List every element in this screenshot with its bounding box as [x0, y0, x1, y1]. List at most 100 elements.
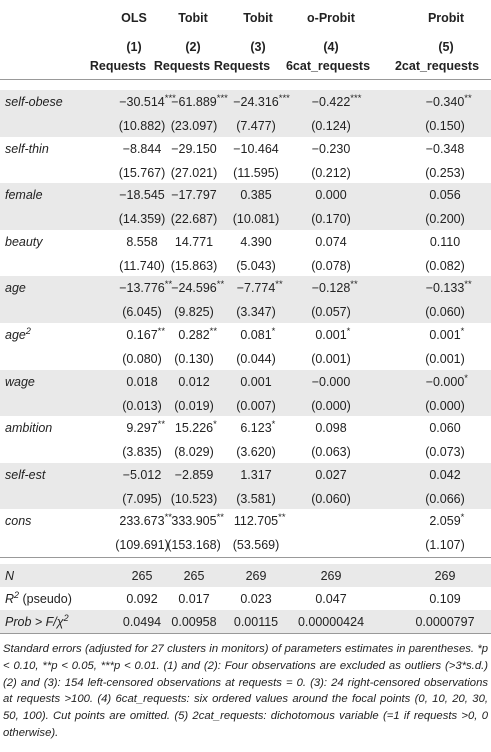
cell: (0.013): [122, 398, 162, 414]
cell: (0.200): [425, 211, 465, 227]
cell-text: (0.080): [122, 352, 162, 366]
cell-text: (7.477): [236, 119, 276, 133]
cell: (0.073): [425, 444, 465, 460]
coefficient: −13.776: [119, 281, 165, 296]
cell-text: (10.882): [118, 119, 166, 133]
cell-text: (5.043): [236, 258, 276, 273]
row-shade: [0, 276, 491, 323]
label-text: cons: [5, 514, 32, 529]
cell: 269: [246, 568, 267, 584]
significance-stars: ***: [164, 93, 176, 104]
row-shade: [0, 564, 491, 587]
cell-text: (0.063): [311, 445, 351, 460]
cell: (153.168): [167, 537, 221, 553]
header-cell: Probit: [428, 10, 464, 26]
significance-stars: **: [275, 279, 283, 291]
cell: 0.167 **: [126, 326, 165, 343]
label-text: wage: [5, 374, 35, 389]
cell: (3.347): [236, 304, 276, 320]
coefficient: −7.774: [236, 281, 276, 296]
coefficient: −24.316: [233, 95, 279, 109]
header-cell: 2cat_requests: [395, 58, 479, 74]
cell-text: −10.464: [233, 141, 279, 156]
cell-text: 0.017: [178, 591, 210, 606]
cell: (22.687): [171, 211, 218, 227]
cell: 0.056: [429, 187, 460, 203]
cell-text: 8.558: [126, 234, 158, 249]
cell: −0.340 **: [426, 93, 472, 110]
cell: 0.017: [178, 591, 209, 607]
cell-text: 0.027: [315, 467, 347, 482]
cell: 0.001 *: [315, 326, 350, 343]
cell: −5.012: [123, 467, 162, 483]
cell: (0.066): [425, 491, 465, 507]
row-label: ambition: [5, 420, 52, 436]
cell-text: 1.317: [240, 467, 272, 482]
label-text: self-obese: [5, 95, 63, 109]
cell-text: (0.130): [174, 352, 214, 366]
cell: (7.477): [236, 118, 276, 134]
row-shade: [0, 90, 491, 137]
cell: (23.097): [171, 118, 218, 134]
cell: 0.001: [240, 374, 271, 390]
cell: −29.150: [171, 141, 217, 157]
label-text: Prob > F/χ: [5, 614, 64, 629]
cell: (9.825): [174, 304, 214, 320]
cell-text: 0.0000797: [415, 614, 475, 629]
cell: 0.00958: [171, 614, 216, 630]
cell-text: (0.000): [425, 398, 465, 413]
cell: 0.00000424: [298, 614, 364, 630]
cell: 14.771: [175, 234, 213, 250]
cell: (15.863): [171, 258, 218, 274]
header-text: (5): [438, 40, 454, 54]
label-text: N: [5, 568, 15, 583]
cell: 0.012: [178, 374, 209, 390]
cell-text: (23.097): [170, 119, 218, 133]
cell-text: −29.150: [171, 141, 217, 156]
cell-text: (3.581): [236, 491, 276, 506]
cell: (8.029): [174, 444, 214, 460]
cell: (3.620): [236, 444, 276, 460]
rule: [0, 633, 491, 634]
cell: 0.0494: [123, 614, 161, 630]
cell-text: 265: [183, 568, 205, 583]
row-label: age2: [5, 326, 31, 343]
cell-text: (109.691): [115, 538, 169, 553]
cell-text: (0.150): [425, 119, 465, 133]
cell: (0.082): [425, 258, 465, 274]
cell: (10.523): [171, 491, 218, 507]
cell: (0.001): [425, 351, 465, 367]
cell: 0.098: [315, 420, 346, 436]
significance-stars: **: [464, 279, 472, 291]
significance-stars: **: [278, 512, 286, 524]
cell: (3.835): [122, 444, 162, 460]
cell-text: (0.001): [311, 352, 351, 366]
cell: −24.596 **: [171, 279, 224, 296]
coefficient: −24.596: [171, 281, 217, 296]
cell: (3.581): [236, 491, 276, 507]
row-label: wage: [5, 374, 35, 390]
rule: [0, 79, 491, 80]
significance-stars: **: [157, 419, 166, 431]
header-cell: Requests: [90, 58, 146, 74]
significance-stars: *: [464, 372, 468, 384]
cell-text: (0.200): [425, 212, 465, 227]
cell: −8.844: [123, 141, 162, 157]
cell-text: (0.044): [236, 352, 276, 366]
cell: 1.317: [240, 467, 271, 483]
coefficient: 233.673: [119, 514, 165, 529]
header-cell: (3): [250, 39, 265, 55]
cell: 0.109: [429, 591, 460, 607]
cell-text: (14.359): [118, 212, 166, 227]
significance-stars: *: [213, 419, 217, 431]
cell-text: 0.047: [315, 591, 347, 606]
cell-text: (9.825): [174, 305, 214, 320]
header-text: OLS: [121, 11, 147, 25]
cell: (6.045): [122, 304, 162, 320]
cell-text: 0.001: [240, 374, 272, 389]
header-text: (1): [126, 40, 142, 54]
cell-text: (27.021): [170, 165, 218, 180]
row-label: self-thin: [5, 141, 49, 157]
cell: 269: [435, 568, 456, 584]
cell-text: 0.042: [429, 467, 461, 482]
